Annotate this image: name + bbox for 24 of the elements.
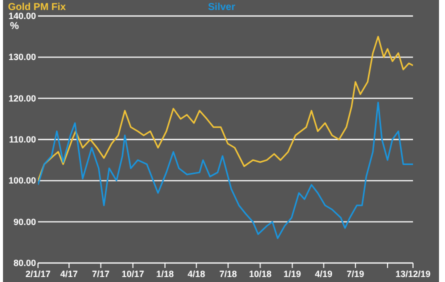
y-tick-label: 80.00: [13, 258, 36, 268]
x-tick-label: 10/18: [248, 269, 272, 279]
x-tick-label: 1/19: [284, 269, 302, 279]
x-tick-label: 4/19: [314, 269, 332, 279]
y-axis-title: %: [10, 21, 19, 32]
y-tick-label: 100.00: [8, 176, 36, 186]
x-tick-label: 7/18: [219, 269, 237, 279]
y-tick-label: 110.00: [8, 134, 36, 144]
x-tick-label: 1/18: [156, 269, 174, 279]
x-tick-label: 10/17: [122, 269, 144, 279]
line-series: [38, 36, 413, 182]
y-tick-label: 120.00: [8, 93, 36, 104]
x-tick-label: 7/17: [92, 269, 110, 279]
y-tick-label: 140.00: [8, 11, 36, 21]
y-tick-label: 90.00: [13, 216, 36, 227]
x-tick-label: 4/18: [188, 269, 206, 279]
x-tick-label: 13/12/19: [395, 269, 431, 279]
text: Silver: [208, 2, 236, 14]
x-tick-label: 7/19: [346, 269, 364, 279]
text: Gold PM Fix: [8, 2, 66, 13]
x-tick-label: 4/17: [60, 269, 78, 279]
y-tick-label: 130.00: [8, 52, 36, 62]
line-series: [38, 102, 413, 240]
x-tick-label: 2/1/17: [25, 269, 51, 279]
